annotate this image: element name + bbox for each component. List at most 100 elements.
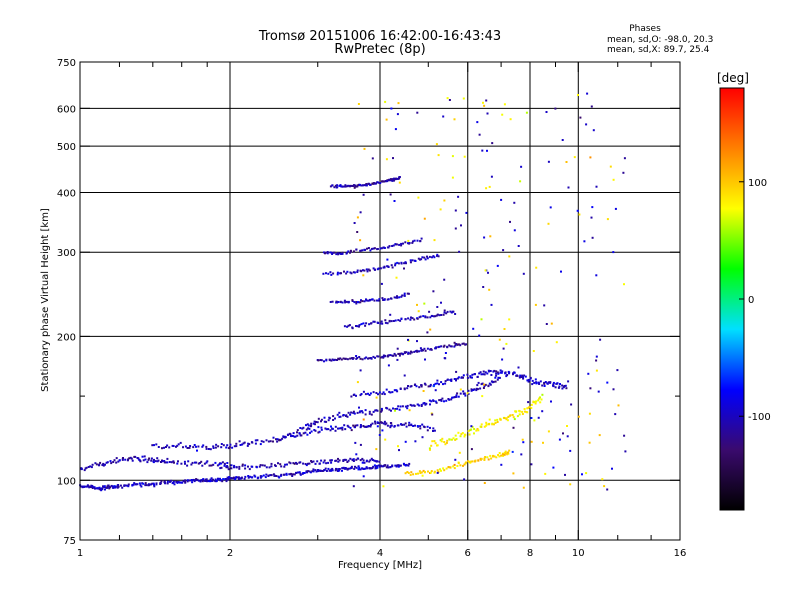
data-point [423, 302, 426, 305]
data-point [349, 357, 352, 360]
data-point [452, 437, 455, 440]
data-point [415, 472, 417, 475]
data-point [329, 429, 332, 432]
data-point [375, 182, 377, 185]
data-point [208, 464, 211, 467]
data-point [265, 473, 268, 476]
data-point [496, 378, 499, 381]
data-point [533, 401, 536, 403]
data-point [413, 239, 416, 242]
data-point [521, 410, 524, 413]
data-point [397, 405, 400, 408]
data-point [250, 476, 253, 479]
data-point [595, 355, 598, 358]
data-point [482, 370, 485, 373]
data-point [91, 463, 94, 466]
data-point [244, 464, 247, 467]
data-point [550, 322, 553, 325]
data-point [448, 398, 451, 401]
data-point [168, 446, 171, 449]
data-point [352, 460, 355, 462]
data-point [523, 374, 526, 377]
data-point [390, 178, 392, 181]
data-point [470, 425, 473, 428]
data-point [164, 482, 167, 485]
data-point [423, 402, 426, 404]
data-point [419, 427, 422, 430]
data-point [280, 473, 283, 476]
data-point [396, 261, 399, 264]
data-point [323, 360, 325, 363]
data-point [312, 422, 315, 425]
data-point [418, 350, 420, 353]
data-point [260, 475, 263, 478]
data-point [310, 461, 313, 464]
data-point [440, 398, 442, 401]
data-point [440, 345, 443, 348]
data-point [440, 314, 443, 316]
data-point [586, 92, 589, 95]
data-point [223, 462, 226, 465]
data-point [412, 240, 414, 243]
data-point [588, 441, 591, 444]
data-point [342, 459, 345, 462]
data-point [581, 473, 583, 476]
data-point [421, 256, 424, 259]
data-point [293, 473, 296, 476]
data-point [365, 184, 368, 187]
data-point [372, 410, 375, 413]
data-point [490, 303, 493, 306]
data-point [380, 409, 383, 412]
data-point [126, 484, 128, 487]
data-point [412, 473, 415, 476]
data-point [366, 247, 368, 250]
data-point [157, 459, 160, 462]
data-point [298, 432, 301, 435]
data-point [379, 356, 382, 359]
stats-line-o: mean, sd,O: -98.0, 20.3 [607, 35, 713, 45]
data-point [385, 158, 388, 161]
y-tick-label: 500 [57, 142, 76, 153]
data-point [352, 424, 355, 427]
data-point [360, 393, 363, 395]
data-point [94, 462, 97, 465]
data-point [244, 467, 247, 470]
data-point [84, 485, 87, 488]
data-point [416, 111, 419, 114]
data-point [355, 355, 358, 357]
y-tick-label: 300 [57, 248, 76, 259]
y-tick-label: 750 [57, 58, 76, 69]
data-point [367, 357, 369, 360]
data-point [403, 292, 406, 295]
data-point [489, 370, 492, 372]
data-point [401, 294, 404, 297]
data-point [376, 460, 379, 463]
data-point [509, 220, 511, 223]
data-point [341, 185, 344, 188]
data-point [105, 461, 108, 464]
data-point [316, 421, 319, 424]
data-point [343, 299, 346, 302]
data-point [407, 472, 410, 474]
data-point [355, 453, 358, 456]
data-point [420, 471, 423, 474]
data-point [416, 350, 419, 353]
data-point [451, 176, 454, 179]
data-point [175, 445, 177, 448]
data-point [128, 457, 131, 460]
data-point [422, 349, 424, 352]
data-point [547, 160, 550, 163]
data-point [102, 462, 105, 465]
data-point [494, 419, 497, 422]
data-point [318, 462, 321, 465]
data-point [453, 467, 456, 470]
data-point [612, 251, 615, 254]
data-point [171, 482, 174, 485]
data-point [346, 251, 348, 254]
data-point [285, 472, 288, 475]
data-point [506, 451, 509, 454]
data-point [445, 467, 448, 470]
data-point [450, 378, 453, 381]
data-point [400, 242, 403, 245]
data-point [454, 438, 457, 441]
